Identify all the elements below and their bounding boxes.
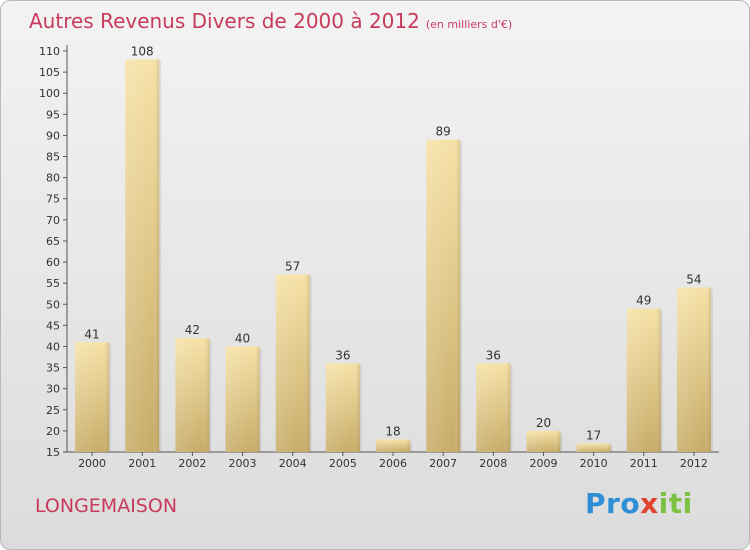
data-label: 18 bbox=[385, 424, 400, 438]
y-tick-label: 15 bbox=[46, 446, 60, 459]
x-tick-label: 2004 bbox=[279, 457, 307, 470]
x-tick-label: 2003 bbox=[229, 457, 257, 470]
x-tick-label: 2000 bbox=[78, 457, 106, 470]
data-label: 17 bbox=[586, 429, 601, 443]
y-tick-label: 25 bbox=[46, 404, 60, 417]
place-name: LONGEMAISON bbox=[35, 495, 178, 517]
y-tick-label: 65 bbox=[46, 235, 60, 248]
chart-title-text: Autres Revenus Divers de 2000 à 2012 bbox=[29, 9, 420, 33]
bar-shade bbox=[75, 342, 110, 452]
x-tick-label: 2009 bbox=[529, 457, 557, 470]
chart-title: Autres Revenus Divers de 2000 à 2012 (en … bbox=[29, 9, 512, 33]
y-tick-label: 100 bbox=[39, 87, 60, 100]
bar-shade bbox=[476, 363, 511, 452]
y-tick-label: 55 bbox=[46, 277, 60, 290]
chart-subtitle: (en milliers d'€) bbox=[425, 18, 513, 31]
y-tick-label: 60 bbox=[46, 256, 60, 269]
data-label: 36 bbox=[486, 348, 501, 362]
bar-shade bbox=[325, 363, 360, 452]
bar-shade bbox=[526, 430, 561, 452]
bar-shade bbox=[626, 308, 661, 452]
x-tick-label: 2006 bbox=[379, 457, 407, 470]
y-tick-label: 80 bbox=[46, 172, 60, 185]
x-tick-label: 2008 bbox=[479, 457, 507, 470]
bar-shade bbox=[275, 274, 310, 452]
y-tick-label: 30 bbox=[46, 383, 60, 396]
data-label: 49 bbox=[636, 293, 651, 307]
bar-shade bbox=[426, 139, 461, 453]
proxiti-logo: Proxiti bbox=[585, 487, 693, 520]
bar-shade bbox=[676, 287, 711, 452]
y-tick-label: 70 bbox=[46, 214, 60, 227]
y-tick-label: 50 bbox=[46, 298, 60, 311]
y-tick-label: 75 bbox=[46, 193, 60, 206]
data-label: 40 bbox=[235, 331, 250, 345]
y-tick-label: 40 bbox=[46, 340, 60, 353]
x-tick-label: 2001 bbox=[128, 457, 156, 470]
x-tick-label: 2002 bbox=[178, 457, 206, 470]
x-tick-label: 2010 bbox=[580, 457, 608, 470]
y-tick-label: 20 bbox=[46, 425, 60, 438]
data-label: 108 bbox=[131, 44, 154, 58]
y-tick-label: 90 bbox=[46, 129, 60, 142]
y-tick-label: 85 bbox=[46, 151, 60, 164]
data-label: 57 bbox=[285, 260, 300, 274]
y-tick-label: 110 bbox=[39, 45, 60, 58]
y-tick-label: 105 bbox=[39, 66, 60, 79]
data-label: 54 bbox=[686, 272, 701, 286]
y-tick-label: 95 bbox=[46, 108, 60, 121]
x-tick-label: 2007 bbox=[429, 457, 457, 470]
bar-shade bbox=[125, 59, 160, 452]
y-tick-label: 45 bbox=[46, 319, 60, 332]
x-tick-label: 2012 bbox=[680, 457, 708, 470]
data-label: 41 bbox=[84, 327, 99, 341]
data-label: 20 bbox=[536, 416, 551, 430]
bar-shade bbox=[225, 346, 260, 452]
logo-part-2: x bbox=[640, 487, 659, 520]
logo-part-1: Pro bbox=[585, 487, 641, 520]
bar-shade bbox=[576, 443, 611, 452]
y-tick-label: 35 bbox=[46, 362, 60, 375]
logo-part-3: iti bbox=[658, 487, 693, 520]
x-tick-label: 2011 bbox=[630, 457, 658, 470]
x-tick-label: 2005 bbox=[329, 457, 357, 470]
data-label: 36 bbox=[335, 348, 350, 362]
bar-shade bbox=[376, 439, 410, 452]
bar-shade bbox=[175, 338, 210, 452]
data-label: 42 bbox=[185, 323, 200, 337]
data-label: 89 bbox=[436, 125, 451, 139]
